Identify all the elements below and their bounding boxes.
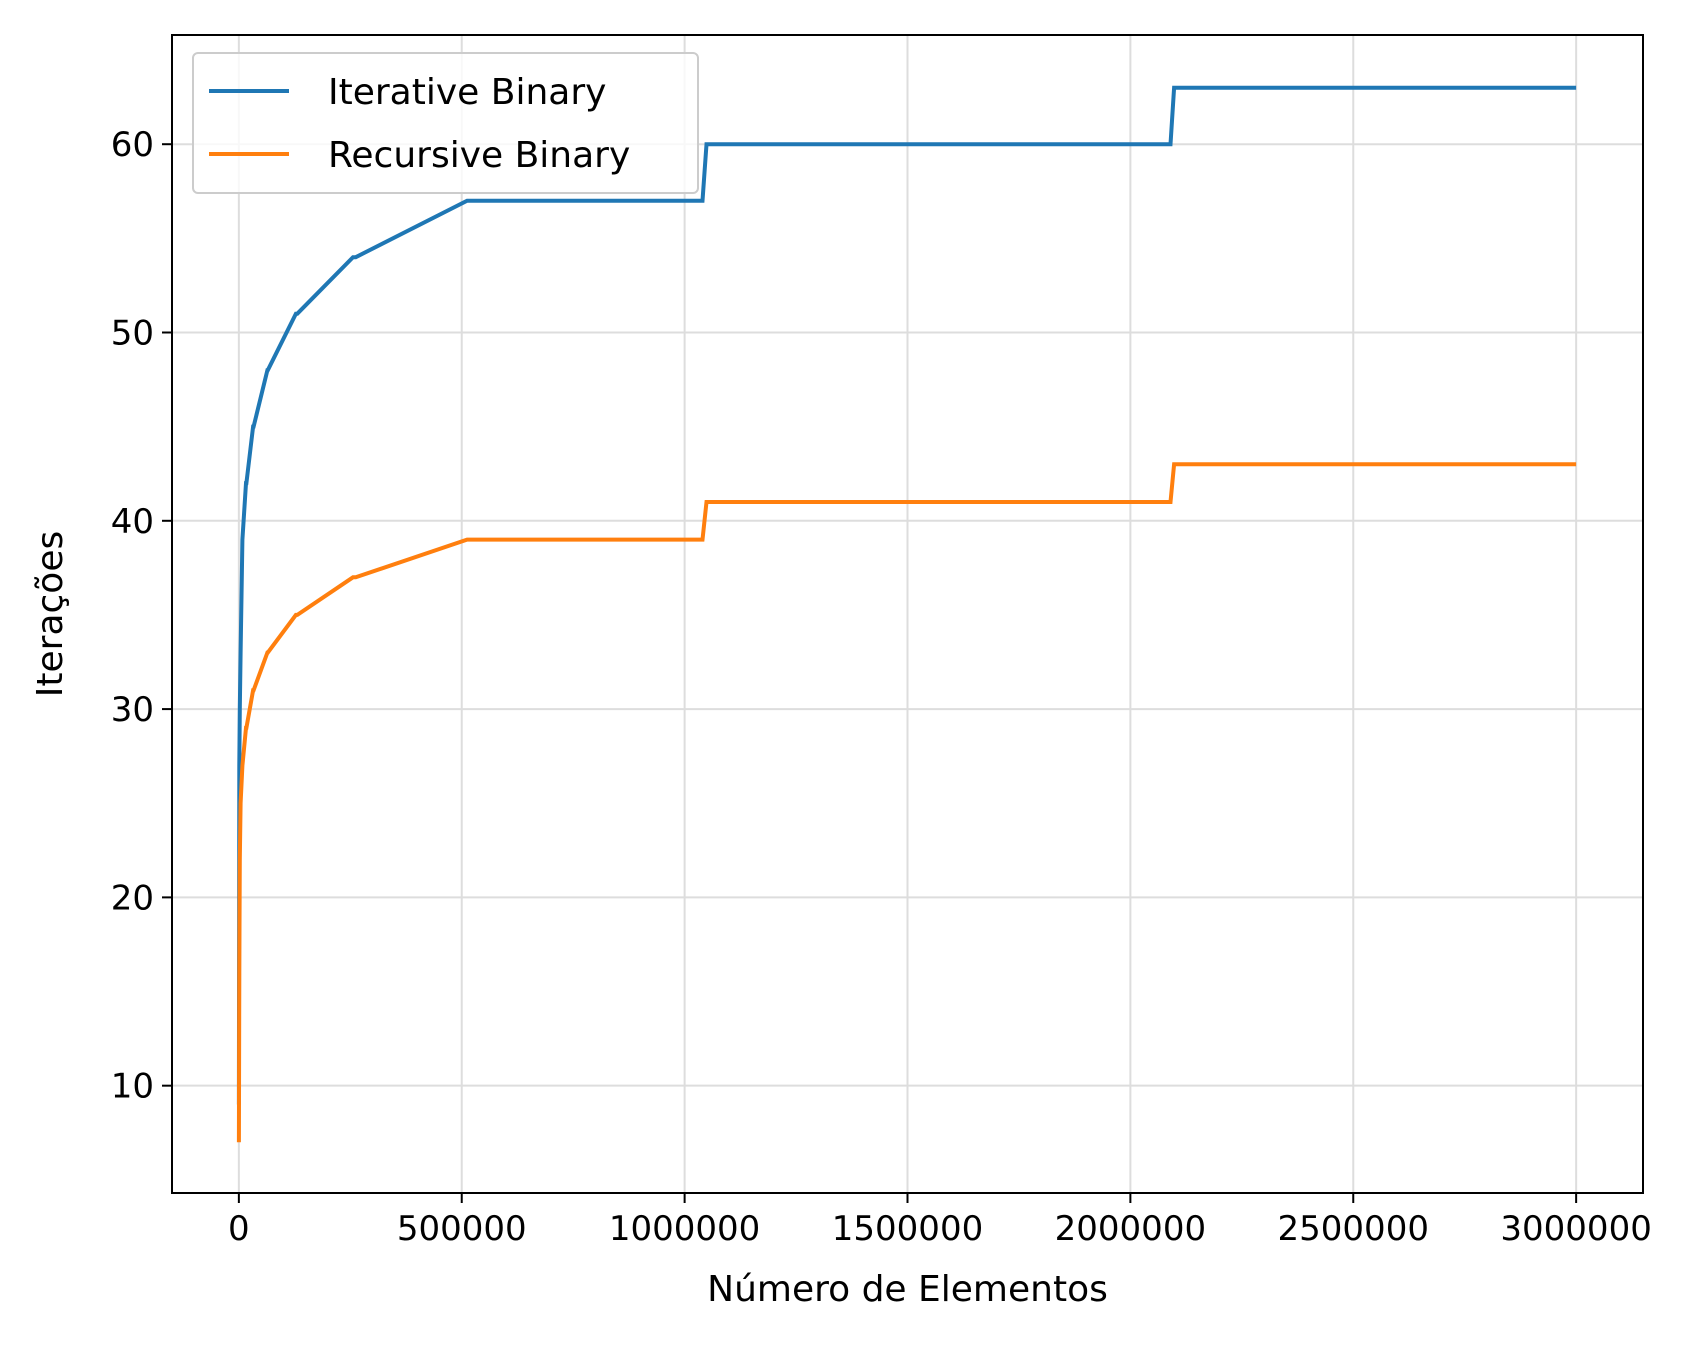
y-axis-title: Iterações — [30, 531, 71, 697]
x-tick-label: 0 — [228, 1209, 250, 1249]
y-tick-label: 60 — [111, 125, 154, 165]
x-axis-ticks: 0 500000 1000000 1500000 2000000 2500000 30000… — [228, 1193, 1652, 1249]
x-axis-title: Número de Elementos — [707, 1269, 1108, 1310]
x-tick-label: 1000000 — [609, 1209, 760, 1249]
y-axis-ticks: 10 20 30 40 50 60 — [111, 125, 172, 1107]
x-tick-label: 1500000 — [832, 1209, 983, 1249]
y-tick-label: 40 — [111, 502, 154, 542]
legend: Iterative Binary Recursive Binary — [192, 52, 699, 194]
series-lines — [236, 85, 1577, 1143]
series-line-recursive-binary — [236, 462, 1577, 1143]
x-tick-label: 2500000 — [1278, 1209, 1429, 1249]
y-tick-label: 10 — [111, 1067, 154, 1107]
legend-box — [192, 52, 699, 194]
x-tick-label: 2000000 — [1055, 1209, 1206, 1249]
legend-label-iterative-binary: Iterative Binary — [328, 72, 606, 113]
x-tick-label: 500000 — [397, 1209, 527, 1249]
legend-label-recursive-binary: Recursive Binary — [328, 135, 630, 176]
x-tick-label: 3000000 — [1500, 1209, 1651, 1249]
series-line-iterative-binary — [236, 85, 1577, 1105]
y-tick-label: 20 — [111, 878, 154, 918]
y-tick-label: 50 — [111, 314, 154, 354]
y-tick-label: 30 — [111, 690, 154, 730]
